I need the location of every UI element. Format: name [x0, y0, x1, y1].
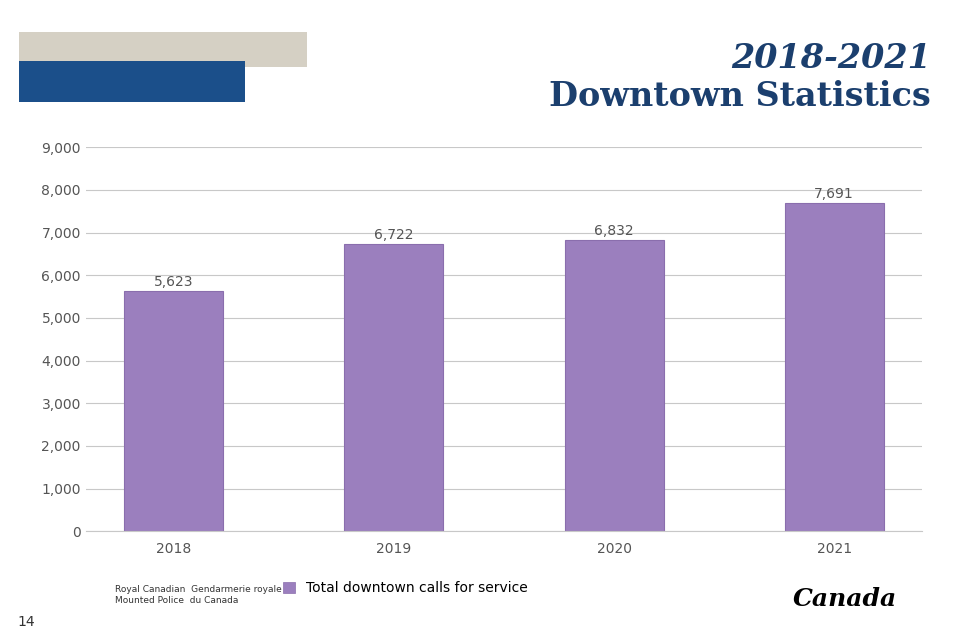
Text: 6,832: 6,832	[594, 223, 634, 237]
Text: 14: 14	[17, 615, 35, 629]
Bar	[564, 240, 663, 531]
Legend: Total downtown calls for service: Total downtown calls for service	[277, 576, 534, 601]
Text: Downtown Statistics: Downtown Statistics	[549, 80, 931, 113]
Bar	[784, 203, 883, 531]
Bar	[345, 244, 444, 531]
Text: Royal Canadian  Gendarmerie royale
Mounted Police  du Canada: Royal Canadian Gendarmerie royale Mounte…	[115, 586, 282, 605]
Text: 2018-2021: 2018-2021	[732, 42, 931, 75]
Text: Canada: Canada	[793, 588, 897, 611]
Bar	[125, 291, 224, 531]
Text: 5,623: 5,623	[155, 275, 194, 289]
Text: 7,691: 7,691	[814, 187, 854, 201]
Text: 6,722: 6,722	[374, 228, 414, 243]
